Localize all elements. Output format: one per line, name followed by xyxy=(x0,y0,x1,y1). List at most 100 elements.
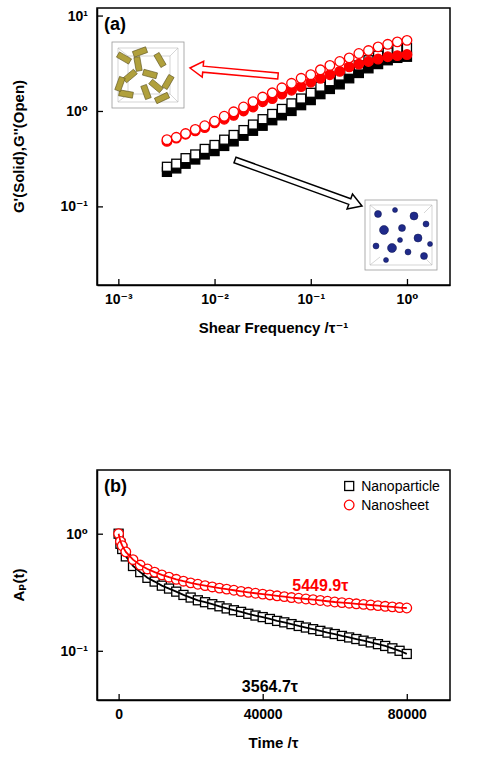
data-point xyxy=(402,50,412,60)
y-tick-label: 10⁻¹ xyxy=(60,643,88,659)
data-point xyxy=(383,52,393,62)
inset-particle xyxy=(393,208,398,213)
series xyxy=(114,529,411,658)
series xyxy=(162,52,411,176)
data-point xyxy=(354,59,364,69)
data-point xyxy=(239,102,249,112)
legend-label: Nanosheet xyxy=(361,497,429,513)
x-axis-title: Time /τ xyxy=(249,734,299,751)
inset-sheet xyxy=(123,69,138,83)
x-tick-mark xyxy=(263,694,264,700)
x-tick: 10⁰ xyxy=(397,279,419,307)
x-tick: 0 xyxy=(115,694,123,722)
data-point xyxy=(277,104,286,113)
y-tick: 10⁻¹ xyxy=(60,643,103,659)
data-point xyxy=(200,144,209,153)
x-tick-label: 10⁻² xyxy=(201,291,229,307)
data-point xyxy=(181,129,191,139)
data-point xyxy=(364,46,374,56)
legend-label: Nanoparticle xyxy=(361,478,440,494)
inset-particle xyxy=(398,238,403,243)
x-tick: 80000 xyxy=(388,694,427,722)
inset-particle xyxy=(405,249,411,255)
inset-particle xyxy=(373,243,379,249)
data-point xyxy=(190,125,200,135)
x-tick: 10⁻¹ xyxy=(297,279,325,307)
data-point xyxy=(268,109,277,118)
data-line xyxy=(119,534,407,608)
data-point xyxy=(373,54,383,64)
y-tick: 10⁻¹ xyxy=(60,198,103,214)
data-point xyxy=(239,126,248,135)
legend: Nanoparticle Nanosheet xyxy=(344,478,440,513)
chart-root: 10⁻³10⁻²10⁻¹10⁰10⁻¹10⁰10¹Shear Frequency… xyxy=(0,0,481,778)
data-point xyxy=(344,53,354,63)
legend-item: Nanosheet xyxy=(344,497,429,513)
y-tick-mark xyxy=(97,111,103,112)
data-point xyxy=(210,140,219,149)
data-point xyxy=(287,99,296,108)
series xyxy=(162,43,411,171)
x-tick-mark xyxy=(407,694,408,700)
data-point xyxy=(200,121,210,131)
annotation: 3564.7τ xyxy=(242,678,298,695)
x-tick-label: 10⁰ xyxy=(397,291,419,307)
data-point xyxy=(402,36,412,46)
legend-symbol xyxy=(345,482,354,491)
x-tick-label: 40000 xyxy=(244,706,283,722)
data-point xyxy=(335,67,345,77)
x-tick: 10⁻³ xyxy=(105,279,133,307)
series xyxy=(162,50,412,146)
series xyxy=(162,36,412,145)
inset-sheet xyxy=(134,57,142,72)
legend-item: Nanoparticle xyxy=(345,478,440,494)
plot-area xyxy=(162,36,412,177)
inset-sheet xyxy=(154,92,169,103)
chart-svg: 10⁻³10⁻²10⁻¹10⁰10⁻¹10⁰10¹Shear Frequency… xyxy=(0,0,481,778)
arrow xyxy=(232,152,364,213)
x-axis-line xyxy=(98,700,451,702)
data-point xyxy=(219,111,229,121)
data-point xyxy=(229,130,238,139)
data-point xyxy=(258,115,267,124)
data-point xyxy=(335,57,345,67)
y-tick-mark xyxy=(97,206,103,207)
x-tick-label: 80000 xyxy=(388,706,427,722)
y-tick-mark xyxy=(97,534,103,535)
inset-particle xyxy=(410,212,418,220)
inset-particle xyxy=(421,253,428,260)
plot-frame xyxy=(97,470,450,700)
x-tick-mark xyxy=(118,694,119,700)
data-point xyxy=(277,83,287,93)
data-point xyxy=(172,159,181,168)
y-tick-label: 10⁻¹ xyxy=(60,198,88,214)
data-point xyxy=(171,132,181,142)
data-point xyxy=(393,51,403,61)
data-point xyxy=(267,88,277,98)
y-tick: 10⁰ xyxy=(66,103,103,119)
x-tick-label: 0 xyxy=(115,706,123,722)
data-point xyxy=(181,129,191,139)
y-tick: 10⁰ xyxy=(66,526,103,542)
data-point xyxy=(364,57,374,67)
panel-label: (b) xyxy=(104,476,127,496)
annotation: 5449.9τ xyxy=(292,577,348,594)
y-tick: 10¹ xyxy=(68,8,103,24)
x-tick-label: 10⁻¹ xyxy=(297,291,325,307)
y-tick-label: 10⁰ xyxy=(66,526,88,542)
inset-nanoparticle xyxy=(365,200,437,270)
inset-sheet xyxy=(162,74,174,89)
inset-sheet xyxy=(154,52,166,67)
inset-sheet xyxy=(149,79,164,93)
inset-sheet xyxy=(142,69,157,78)
inset-particle xyxy=(428,242,433,247)
data-point xyxy=(248,97,258,107)
x-tick-mark xyxy=(311,279,312,285)
data-point xyxy=(220,135,229,144)
x-axis-line xyxy=(98,285,451,287)
inset-particle xyxy=(423,221,429,227)
inset-sheet xyxy=(132,47,147,57)
inset-particle xyxy=(375,211,382,218)
data-point xyxy=(335,80,344,89)
x-tick-mark xyxy=(407,279,408,285)
